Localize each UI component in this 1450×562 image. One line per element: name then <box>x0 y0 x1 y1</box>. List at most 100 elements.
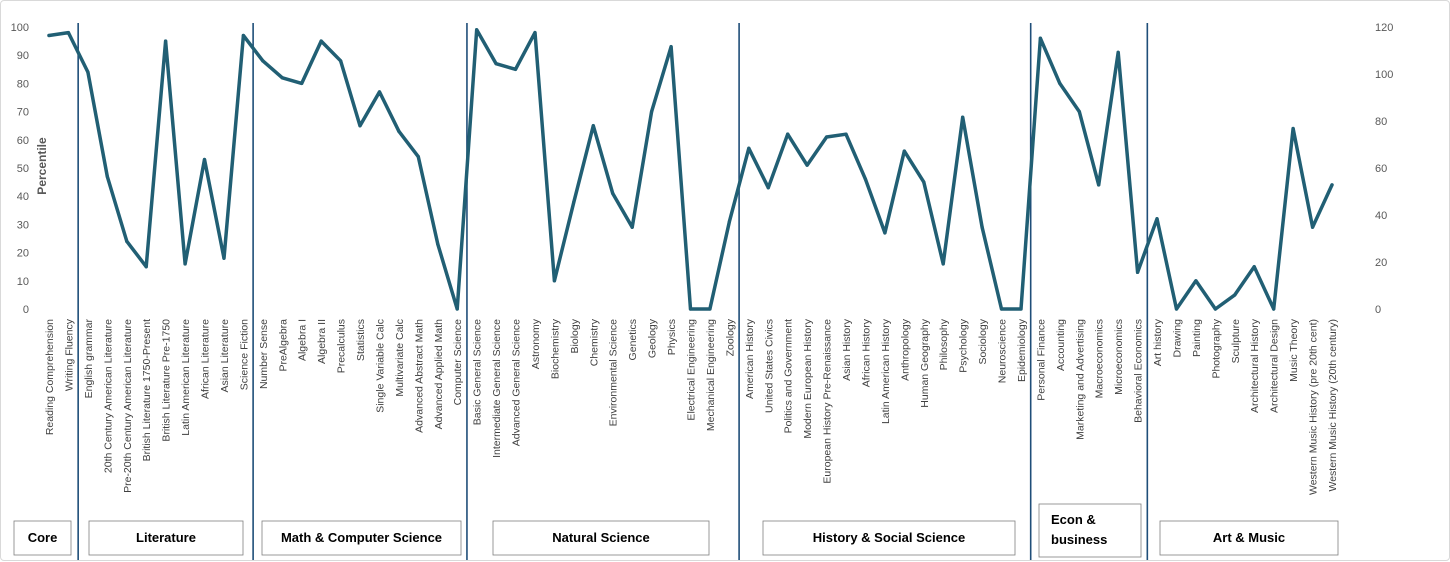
data-point <box>436 242 440 246</box>
data-point <box>241 33 245 38</box>
data-point <box>883 231 887 235</box>
data-point <box>747 146 751 150</box>
category-label: African Literature <box>200 319 212 399</box>
data-point <box>86 70 90 74</box>
data-point <box>47 33 51 38</box>
y-tick-label: 20 <box>17 248 29 260</box>
category-label: Genetics <box>627 319 639 360</box>
category-label: Accounting <box>1055 319 1067 371</box>
category-label: Anthropology <box>899 318 911 381</box>
group-label: Literature <box>136 530 196 545</box>
data-point <box>183 262 187 266</box>
category-label: American History <box>744 318 756 399</box>
group-label-box <box>762 520 1016 556</box>
data-point <box>164 39 168 43</box>
data-point <box>300 81 304 85</box>
data-point <box>1019 307 1023 311</box>
category-label: English grammar <box>83 319 95 399</box>
group-label-box <box>13 520 72 556</box>
data-point <box>1194 279 1198 283</box>
data-point <box>669 45 673 49</box>
group-labels: Core Literature Math & Computer Science Nat… <box>13 503 1339 558</box>
category-label: European History Pre-Renaissance <box>822 319 834 484</box>
category-label: Multivariate Calc <box>394 319 406 397</box>
y-tick-label: 80 <box>17 78 29 90</box>
category-label: Algebra I <box>297 319 309 361</box>
data-point <box>1155 217 1159 221</box>
data-point <box>863 177 868 181</box>
category-label: Sculpture <box>1230 319 1242 364</box>
left-axis: 0 10 20 30 40 50 60 70 80 90 100 <box>11 22 29 316</box>
category-label: Chemistry <box>588 318 600 366</box>
data-point <box>786 132 790 136</box>
data-point <box>319 39 323 43</box>
category-label: Precalculus <box>336 319 348 373</box>
category-label: Art history <box>1152 318 1164 366</box>
data-point <box>630 225 634 229</box>
category-label: British Literature Pre-1750 <box>161 319 173 442</box>
group-label: History & Social Science <box>813 530 965 545</box>
group-label: Core <box>28 530 58 545</box>
data-point <box>475 28 479 32</box>
data-point <box>902 149 906 153</box>
data-point <box>338 59 343 63</box>
data-point <box>650 110 654 114</box>
data-point <box>144 265 148 269</box>
group-label: Econ & business <box>1051 512 1107 547</box>
data-point <box>824 135 829 139</box>
data-point <box>766 186 770 190</box>
data-point <box>844 132 848 136</box>
data-point <box>1213 307 1217 311</box>
category-label: Psychology <box>958 318 970 372</box>
category-label: Photography <box>1210 318 1222 378</box>
data-point <box>1291 126 1295 131</box>
category-label: Pre-20th Century American Literature <box>122 319 134 493</box>
category-label: Advanced General Science <box>511 319 523 446</box>
data-point <box>922 180 926 184</box>
category-labels: Reading Comprehension Writing Fluency Engl… <box>44 318 1339 495</box>
category-label: Computer Science <box>452 319 464 406</box>
data-point <box>1097 183 1101 187</box>
y2-tick-label: 20 <box>1375 257 1387 269</box>
data-point <box>105 174 109 179</box>
category-label: Number Sense <box>258 319 270 389</box>
category-label: Physics <box>666 319 678 355</box>
y-tick-label: 70 <box>17 107 29 119</box>
group-dividers <box>77 23 1149 560</box>
category-label: Science Fiction <box>238 319 250 390</box>
category-label: Reading Comprehension <box>44 319 56 435</box>
data-point <box>572 200 576 204</box>
data-point <box>261 59 265 63</box>
data-point <box>397 129 401 133</box>
data-point <box>1233 293 1237 297</box>
data-point <box>377 90 382 94</box>
category-label: 20th Century American Literature <box>102 319 114 473</box>
group-label-box <box>1159 520 1339 556</box>
category-label: Asian History <box>841 318 853 381</box>
data-point <box>1077 110 1081 114</box>
category-label: Single Variable Calc <box>375 319 387 413</box>
group-label-box <box>88 520 244 556</box>
data-point <box>416 155 420 159</box>
y-tick-label: 0 <box>23 304 29 316</box>
category-label: Basic General Science <box>472 319 484 425</box>
category-label: Human Geography <box>919 318 931 407</box>
group-label: Art & Music <box>1213 530 1285 545</box>
category-label: Intermediate General Science <box>491 319 503 458</box>
category-label: Latin American History <box>880 318 892 424</box>
data-point <box>591 124 595 128</box>
y-tick-label: 10 <box>17 276 29 288</box>
data-point <box>941 262 945 266</box>
group-label-box <box>261 520 462 556</box>
data-point <box>1038 36 1043 40</box>
data-point <box>202 157 207 162</box>
data-point <box>1058 81 1062 85</box>
category-label: Asian Literature <box>219 319 231 393</box>
category-label: British Literature 1750-Present <box>141 319 153 461</box>
series-line <box>47 28 1334 311</box>
category-label: Statistics <box>355 319 367 361</box>
data-point <box>961 115 965 119</box>
data-point <box>708 307 712 311</box>
data-point <box>1330 183 1334 187</box>
